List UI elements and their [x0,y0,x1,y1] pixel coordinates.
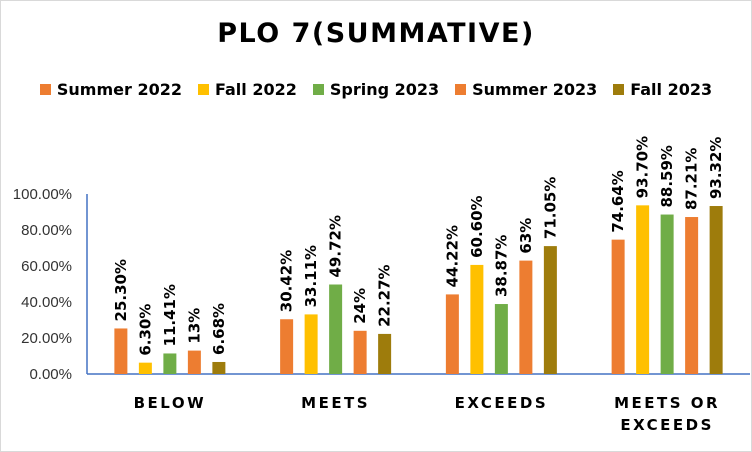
y-tick-label: 100.00% [13,186,72,203]
bar [187,350,201,374]
data-label: 49.72% [327,215,345,277]
category-label: MEETS OR [614,394,720,412]
legend-swatch [312,84,324,95]
bar [611,239,625,374]
bar [494,304,508,374]
data-label: 22.27% [376,264,394,326]
y-tick-label: 40.00% [21,294,72,311]
data-label: 60.60% [468,195,486,257]
bar [519,260,533,374]
legend-swatch [197,84,209,95]
bar [304,314,318,374]
bar [138,362,152,374]
legend-item: Summer 2023 [455,80,597,99]
legend-swatch [455,84,467,95]
data-label: 30.42% [278,250,296,312]
bar [685,217,699,374]
category-label: EXCEEDS [455,394,549,412]
legend-item: Spring 2023 [312,80,440,99]
y-tick-label: 20.00% [21,330,72,347]
legend-item: Summer 2022 [39,80,182,99]
bar [280,319,294,374]
bar [212,361,226,374]
data-label: 6.30% [136,304,154,356]
data-label: 93.70% [634,136,652,198]
legend-swatch [613,84,625,95]
bar [709,206,723,374]
y-tick-label: 0.00% [29,366,72,383]
category-label: MEETS [301,394,370,412]
data-label: 6.68% [210,303,228,355]
bar [163,353,177,374]
data-label: 63% [517,218,535,254]
bar [470,264,484,374]
chart-title: PLO 7(SUMMATIVE) [217,18,535,49]
data-label: 24% [351,288,369,324]
data-label: 44.22% [443,225,461,287]
bar [543,246,557,374]
bar [378,333,392,374]
legend-item: Fall 2022 [197,80,297,99]
legend-label: Spring 2023 [329,80,440,99]
category-label: EXCEEDS [620,416,714,434]
y-tick-label: 80.00% [21,222,72,239]
bar [660,214,674,374]
data-label: 38.87% [492,235,510,297]
legend-label: Summer 2023 [472,80,598,99]
category-label: BELOW [134,394,207,412]
legend-swatch [39,84,51,95]
data-label: 88.59% [658,145,676,207]
legend-label: Fall 2023 [630,80,713,99]
data-label: 87.21% [683,148,701,210]
bar [636,205,650,374]
legend-label: Fall 2022 [214,80,297,99]
data-label: 13% [185,308,203,344]
data-label: 11.41% [161,284,179,346]
data-label: 71.05% [541,177,559,239]
data-label: 93.32% [707,137,725,199]
bar [329,284,343,374]
y-tick-label: 60.00% [21,258,72,275]
chart-legend: Summer 2022 Fall 2022 Spring 2023 Summer 20… [0,80,752,99]
bar [114,328,128,374]
data-label: 33.11% [302,245,320,307]
data-label: 74.64% [609,170,627,232]
legend-label: Summer 2022 [56,80,182,99]
bar [353,330,367,374]
data-label: 25.30% [112,259,130,321]
legend-item: Fall 2023 [613,80,712,99]
bar [445,294,459,374]
